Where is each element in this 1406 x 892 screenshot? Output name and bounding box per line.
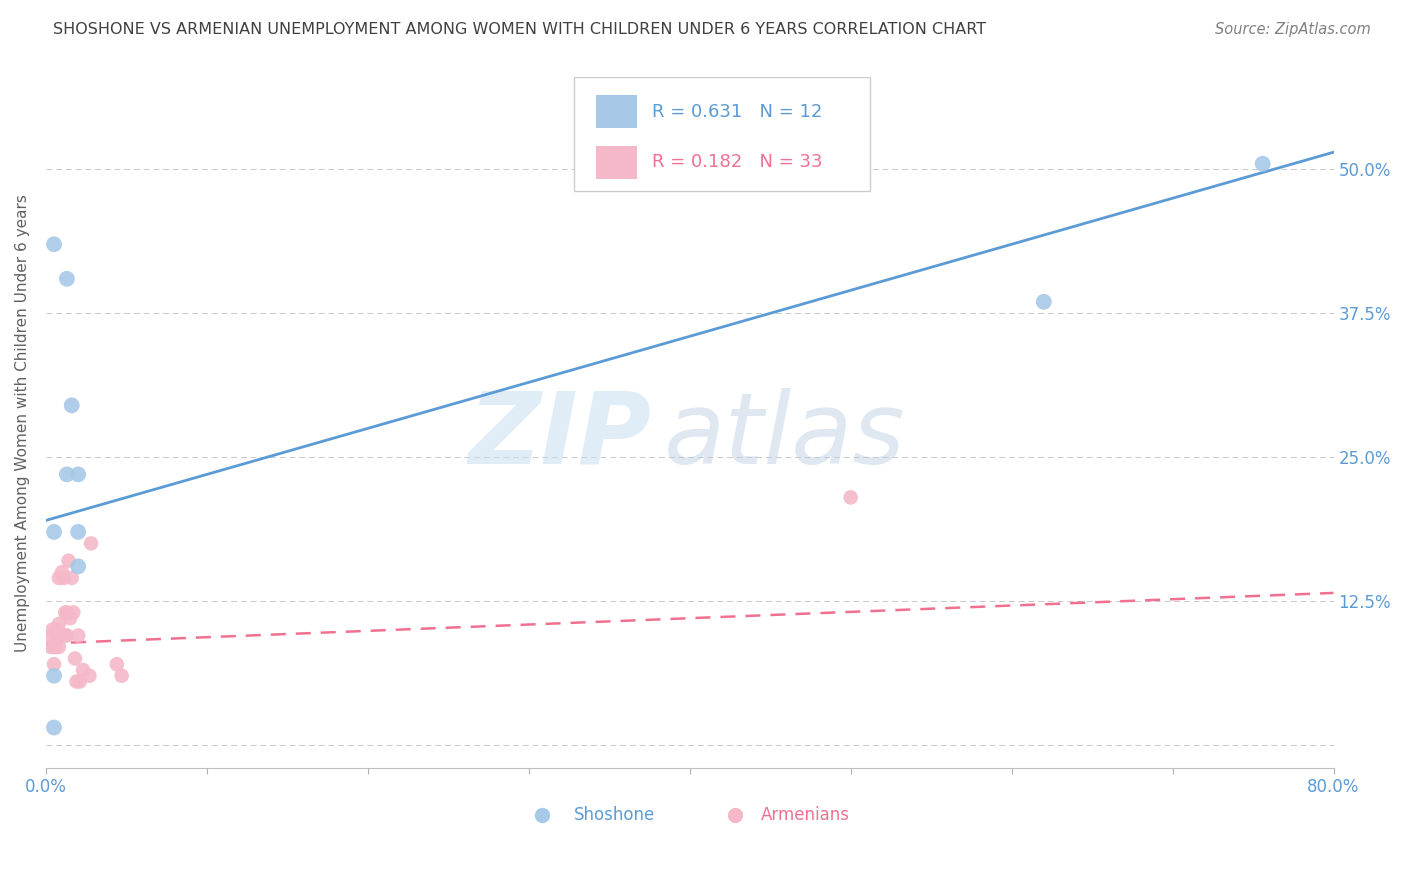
Point [62,606,84,620]
Point [45,628,67,642]
Point [42,237,65,252]
Point [51,628,73,642]
Point [53,606,76,620]
Point [56,272,79,286]
Point [1032,294,1054,309]
Text: Armenians: Armenians [761,805,849,823]
Point [69,674,91,689]
Point [51,565,73,579]
Point [49,628,72,642]
Point [48,571,70,585]
Point [42,657,65,672]
Point [72,663,94,677]
Point [56,628,79,642]
Point [58,554,80,568]
Point [110,669,132,683]
Point [48,640,70,654]
Y-axis label: Unemployment Among Women with Children Under 6 years: Unemployment Among Women with Children U… [15,194,30,651]
Point [52,571,75,585]
Point [63,651,86,665]
Text: R = 0.182   N = 33: R = 0.182 N = 33 [652,153,823,171]
Point [48,617,70,632]
Text: Shoshone: Shoshone [574,805,655,823]
Point [67,628,90,642]
Point [59,611,82,625]
Point [46,623,69,637]
Point [60,398,83,412]
Point [67,467,90,482]
Text: ZIP: ZIP [468,388,651,485]
Point [67,524,90,539]
Point [42,640,65,654]
Point [39,628,62,642]
Point [42,721,65,735]
Point [67,559,90,574]
Point [79,669,101,683]
Point [1251,157,1274,171]
Bar [596,145,637,178]
FancyBboxPatch shape [574,78,870,192]
Text: atlas: atlas [664,388,905,485]
Point [45,640,67,654]
Text: R = 0.631   N = 12: R = 0.631 N = 12 [652,103,823,121]
Point [839,491,862,505]
Text: Source: ZipAtlas.com: Source: ZipAtlas.com [1215,22,1371,37]
Point [65,674,87,689]
Bar [596,95,637,128]
Point [56,467,79,482]
Point [39,640,62,654]
Point [60,571,83,585]
Point [42,669,65,683]
Point [41,623,63,637]
Text: SHOSHONE VS ARMENIAN UNEMPLOYMENT AMONG WOMEN WITH CHILDREN UNDER 6 YEARS CORREL: SHOSHONE VS ARMENIAN UNEMPLOYMENT AMONG … [53,22,987,37]
Point [105,657,128,672]
Point [53,628,76,642]
Point [56,606,79,620]
Point [896,816,918,830]
Point [654,816,676,830]
Point [42,524,65,539]
Point [80,536,103,550]
